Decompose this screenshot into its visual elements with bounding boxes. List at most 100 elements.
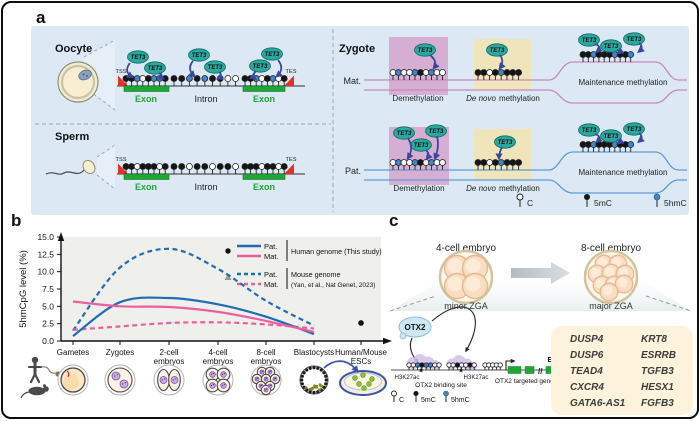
gene-name: ESRRB [641,350,676,361]
binding-site-star: ★ [418,367,424,375]
sperm-icon [42,367,61,377]
tet3-enzyme: TET3 [487,44,508,56]
5hmc-legend-label: 5hmC [451,397,470,404]
oocyte-icon [58,62,98,102]
tes-label: TES [286,69,297,75]
de-novo-italic: De novo [466,94,496,103]
svg-text:TET3: TET3 [414,143,429,149]
svg-text:TET3: TET3 [582,128,597,134]
c-legend-label: C [399,397,404,404]
de-novo-rest: methylation [499,184,540,193]
svg-text:TET3: TET3 [192,53,207,59]
x-tick-label: 4-cell [208,348,227,357]
oocyte-title: Oocyte [55,43,92,55]
x-tick-label: 8-cell [256,348,275,357]
binding-site-star: ★ [458,367,464,375]
tet3-enzyme: TET3 [426,125,447,137]
maintenance-label: Maintenance methylation [579,168,668,177]
gene-name: DUSP6 [570,350,604,361]
stage-icon-blastocysts [300,366,328,394]
stage-icon-escs [340,371,386,395]
gene-name: TEAD4 [570,366,603,377]
tet3-enzyme: TET3 [411,139,432,151]
species-icons [21,357,61,398]
c-legend-icon [517,194,523,200]
y-tick-label: 7.5 [42,284,54,294]
svg-text:TET3: TET3 [148,66,163,72]
de-novo-italic: De novo [466,184,496,193]
svg-text:TET3: TET3 [604,134,619,140]
svg-text:TET3: TET3 [490,48,505,54]
gene-name: GATA6-AS1 [570,398,626,409]
de-novo-rest: methylation [499,94,540,103]
svg-text:TET3: TET3 [265,52,280,58]
human-icon [29,357,41,382]
figure-frame: a b c Oocyte Sperm [1,1,699,419]
otx2-arrow-large [432,307,475,351]
y-tick-label: 12.5 [37,249,54,259]
y-tick-label: 2.5 [42,319,54,329]
target-genes-box: DUSP4 DUSP6 TEAD4 CXCR4 GATA6-AS1 KRT8 E… [551,326,693,415]
otx2-diagram: OTX2 ★ ★ H3K27ac H3K27ac OTX2 binding si… [391,307,567,404]
exon-label: Exon [135,182,157,192]
stage-icon-4-cell [203,365,233,395]
tss-label: TSS [116,69,127,75]
esc-data-point [358,320,364,326]
tes-label: TES [286,157,297,163]
c-legend-icon [392,391,397,396]
tet3-enzyme: TET3 [250,60,271,72]
y-tick-label: 15.0 [37,232,54,242]
svg-text:TET3: TET3 [253,64,268,70]
legend-human-pat: Pat. [264,242,277,251]
x-tick-label: ESCs [351,357,371,366]
svg-text:TET3: TET3 [498,140,513,146]
c-legend-label: C [527,198,533,208]
legend-human-mat: Mat. [264,252,279,261]
tet3-enzyme: TET3 [128,51,149,63]
svg-text:TET3: TET3 [604,44,619,50]
otx2-label: OTX2 [405,323,426,332]
zygote-title: Zygote [339,43,375,55]
intron-label: Intron [194,182,217,192]
gene-name: DUSP4 [570,334,604,345]
tet3-enzyme: TET3 [415,44,436,56]
methylation-legend: C 5mC 5hmC [392,391,470,404]
panel-c-canvas: 4-cell embryo 8-cell embryo minor ZGA ma… [388,215,700,421]
svg-text:TET3: TET3 [131,55,146,61]
x-tick-label: Human/Mouse [335,348,388,357]
y-tick-label: 10.0 [37,267,54,277]
5mc-legend-icon [584,194,590,200]
major-zga-label: major ZGA [589,301,633,311]
legend-human-label: Human genome (This study) [291,247,382,256]
demethylation-label: Demethylation [392,94,443,103]
mouse-icon [21,384,49,398]
tet3-enzyme: TET3 [145,62,166,74]
stage-icon-zygotes [105,365,135,395]
svg-text:TET3: TET3 [627,37,642,43]
gene-name: TGFB3 [641,366,674,377]
tss-label: TSS [116,157,127,163]
exon-label: Exon [135,94,157,104]
svg-text:TET3: TET3 [397,131,412,137]
stage-icon-8-cell [251,365,281,395]
x-tick-label: Gametes [57,348,89,357]
5mc-legend-icon [414,391,419,396]
h3k27ac-label: H3K27ac [464,375,489,381]
gene-name: FGFB3 [641,398,674,409]
gene-name: CXCR4 [570,382,604,393]
stage-icon-2-cell [154,365,184,395]
tet3-enzyme: TET3 [624,33,645,45]
paternal-label: Pat. [345,166,361,176]
panel-a-label: a [36,8,45,28]
5hmc-legend-icon [654,194,660,200]
exon-box [508,367,521,374]
intron-label: Intron [194,94,217,104]
otx2-targeted-genes-label: OTX2 targeted genes [495,378,558,385]
exon-label: Exon [253,182,275,192]
maternal-label: Mat. [343,76,361,86]
maintenance-label: Maintenance methylation [579,78,668,87]
de-novo-label: De novo methylation [466,94,540,103]
y-tick-label: 5.0 [42,301,54,311]
x-tick-label: Zygotes [106,348,134,357]
embryo-8cell-icon [585,251,637,303]
